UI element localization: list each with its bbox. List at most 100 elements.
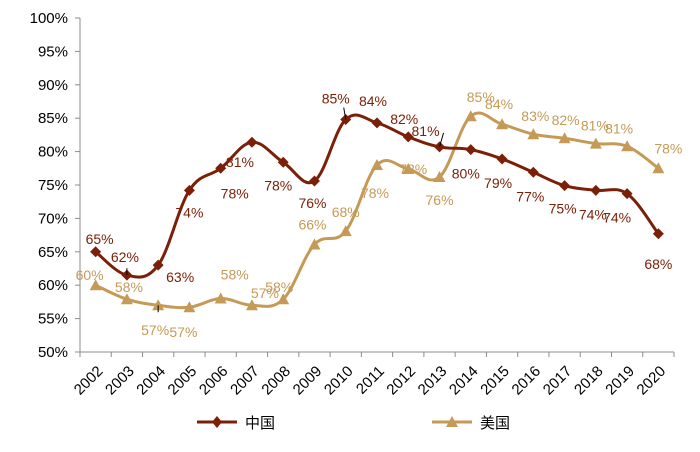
data-label-usa: 84% [485,96,513,112]
y-tick-label: 70% [38,210,68,227]
data-label-china: 75% [549,201,577,217]
x-tick-label: 2010 [321,363,357,399]
data-point-china [308,175,320,187]
data-point-usa [152,299,165,311]
data-label-usa: 68% [332,204,360,220]
y-tick-label: 85% [38,110,68,127]
data-point-usa [621,140,634,152]
data-point-usa [496,118,509,130]
data-point-china [652,228,664,240]
data-point-usa [433,170,446,182]
x-tick-label: 2017 [540,363,576,399]
x-tick-label: 2007 [227,363,263,399]
x-tick-label: 2008 [258,363,294,399]
x-tick-label: 2002 [71,363,107,399]
data-label-usa: 66% [298,216,326,232]
data-label-usa: 78% [399,161,427,177]
x-tick-label: 2009 [290,363,326,399]
data-label-china: 78% [264,177,292,193]
data-label-china: 81% [412,123,440,139]
x-tick-label: 2006 [196,363,232,399]
legend-marker-usa [446,416,458,427]
y-tick-label: 90% [38,77,68,94]
data-point-usa [183,301,196,313]
data-label-china: 62% [111,249,139,265]
data-point-china [183,184,195,196]
data-label-usa: 81% [605,120,633,136]
data-label-china: 85% [322,91,350,107]
legend: 中国 美国 [197,414,510,432]
data-label-china: 74% [579,206,607,222]
data-point-china [402,131,414,143]
y-tick-label: 95% [38,43,68,60]
data-label-leader-china [343,107,347,120]
data-point-china [215,162,227,174]
data-point-usa [120,293,133,305]
data-point-usa [652,162,665,174]
data-point-china [152,259,164,271]
data-label-china: 77% [516,188,544,204]
data-point-china [496,153,508,165]
x-tick-label: 2004 [133,363,169,399]
data-point-usa [464,110,477,122]
x-tick-label: 2018 [571,363,607,399]
data-point-china [277,156,289,168]
data-label-china: 74% [175,204,203,220]
legend-marker-china [212,416,222,428]
data-point-usa [371,158,383,170]
data-point-usa [89,279,102,291]
y-tick-label: 50% [38,344,68,361]
data-point-china [246,136,258,148]
data-point-usa [277,293,290,305]
data-label-leader-china [439,132,445,148]
legend-label-china: 中国 [245,414,275,432]
data-label-china: 78% [221,185,249,201]
data-label-china: 68% [644,256,672,272]
y-tick-label: 75% [38,177,68,194]
data-label-usa: 78% [654,140,682,156]
series-layer [89,110,665,313]
x-tick-label: 2005 [165,363,201,399]
data-point-china [465,144,477,156]
x-tick-label: 2003 [102,363,138,399]
legend-label-usa: 美国 [480,414,510,432]
data-point-china [590,184,602,196]
x-tick-label: 2014 [446,363,482,399]
x-tick-label: 2019 [602,363,638,399]
y-tick-label: 60% [38,277,68,294]
data-label-usa: 58% [221,267,249,283]
data-point-china [90,246,102,258]
data-label-usa: 58% [265,279,293,295]
x-tick-label: 2012 [383,363,419,399]
data-label-china: 81% [226,154,254,170]
data-point-china [371,117,383,129]
data-point-usa [558,132,571,144]
data-label-usa: 58% [115,279,143,295]
data-label-usa: 83% [521,108,549,124]
data-label-usa: 57% [169,324,197,340]
data-point-usa [589,137,602,149]
data-labels-layer: 65%62%63%74%78%81%78%76%85% 84%82%81%80%7… [76,89,683,340]
data-point-usa [339,225,352,237]
data-label-usa: 76% [426,192,454,208]
y-tick-label: 55% [38,311,68,328]
data-label-usa: 57% [251,285,279,301]
data-label-china: 74% [603,210,631,226]
data-label-china: 79% [484,175,512,191]
data-label-china: 76% [298,195,326,211]
data-point-usa [245,299,258,311]
data-label-china: 84% [359,93,387,109]
data-point-usa [402,162,415,174]
x-tick-label: 2020 [634,363,670,399]
x-tick-label: 2015 [477,363,513,399]
data-point-usa [308,238,321,250]
data-label-usa: 85% [467,89,495,105]
data-label-china: 82% [390,111,418,127]
x-tick-label: 2011 [353,363,388,398]
data-point-usa [214,292,227,304]
x-tick-label: 2013 [415,363,451,399]
y-tick-label: 100% [30,10,68,27]
x-tick-label: 2016 [509,363,545,399]
